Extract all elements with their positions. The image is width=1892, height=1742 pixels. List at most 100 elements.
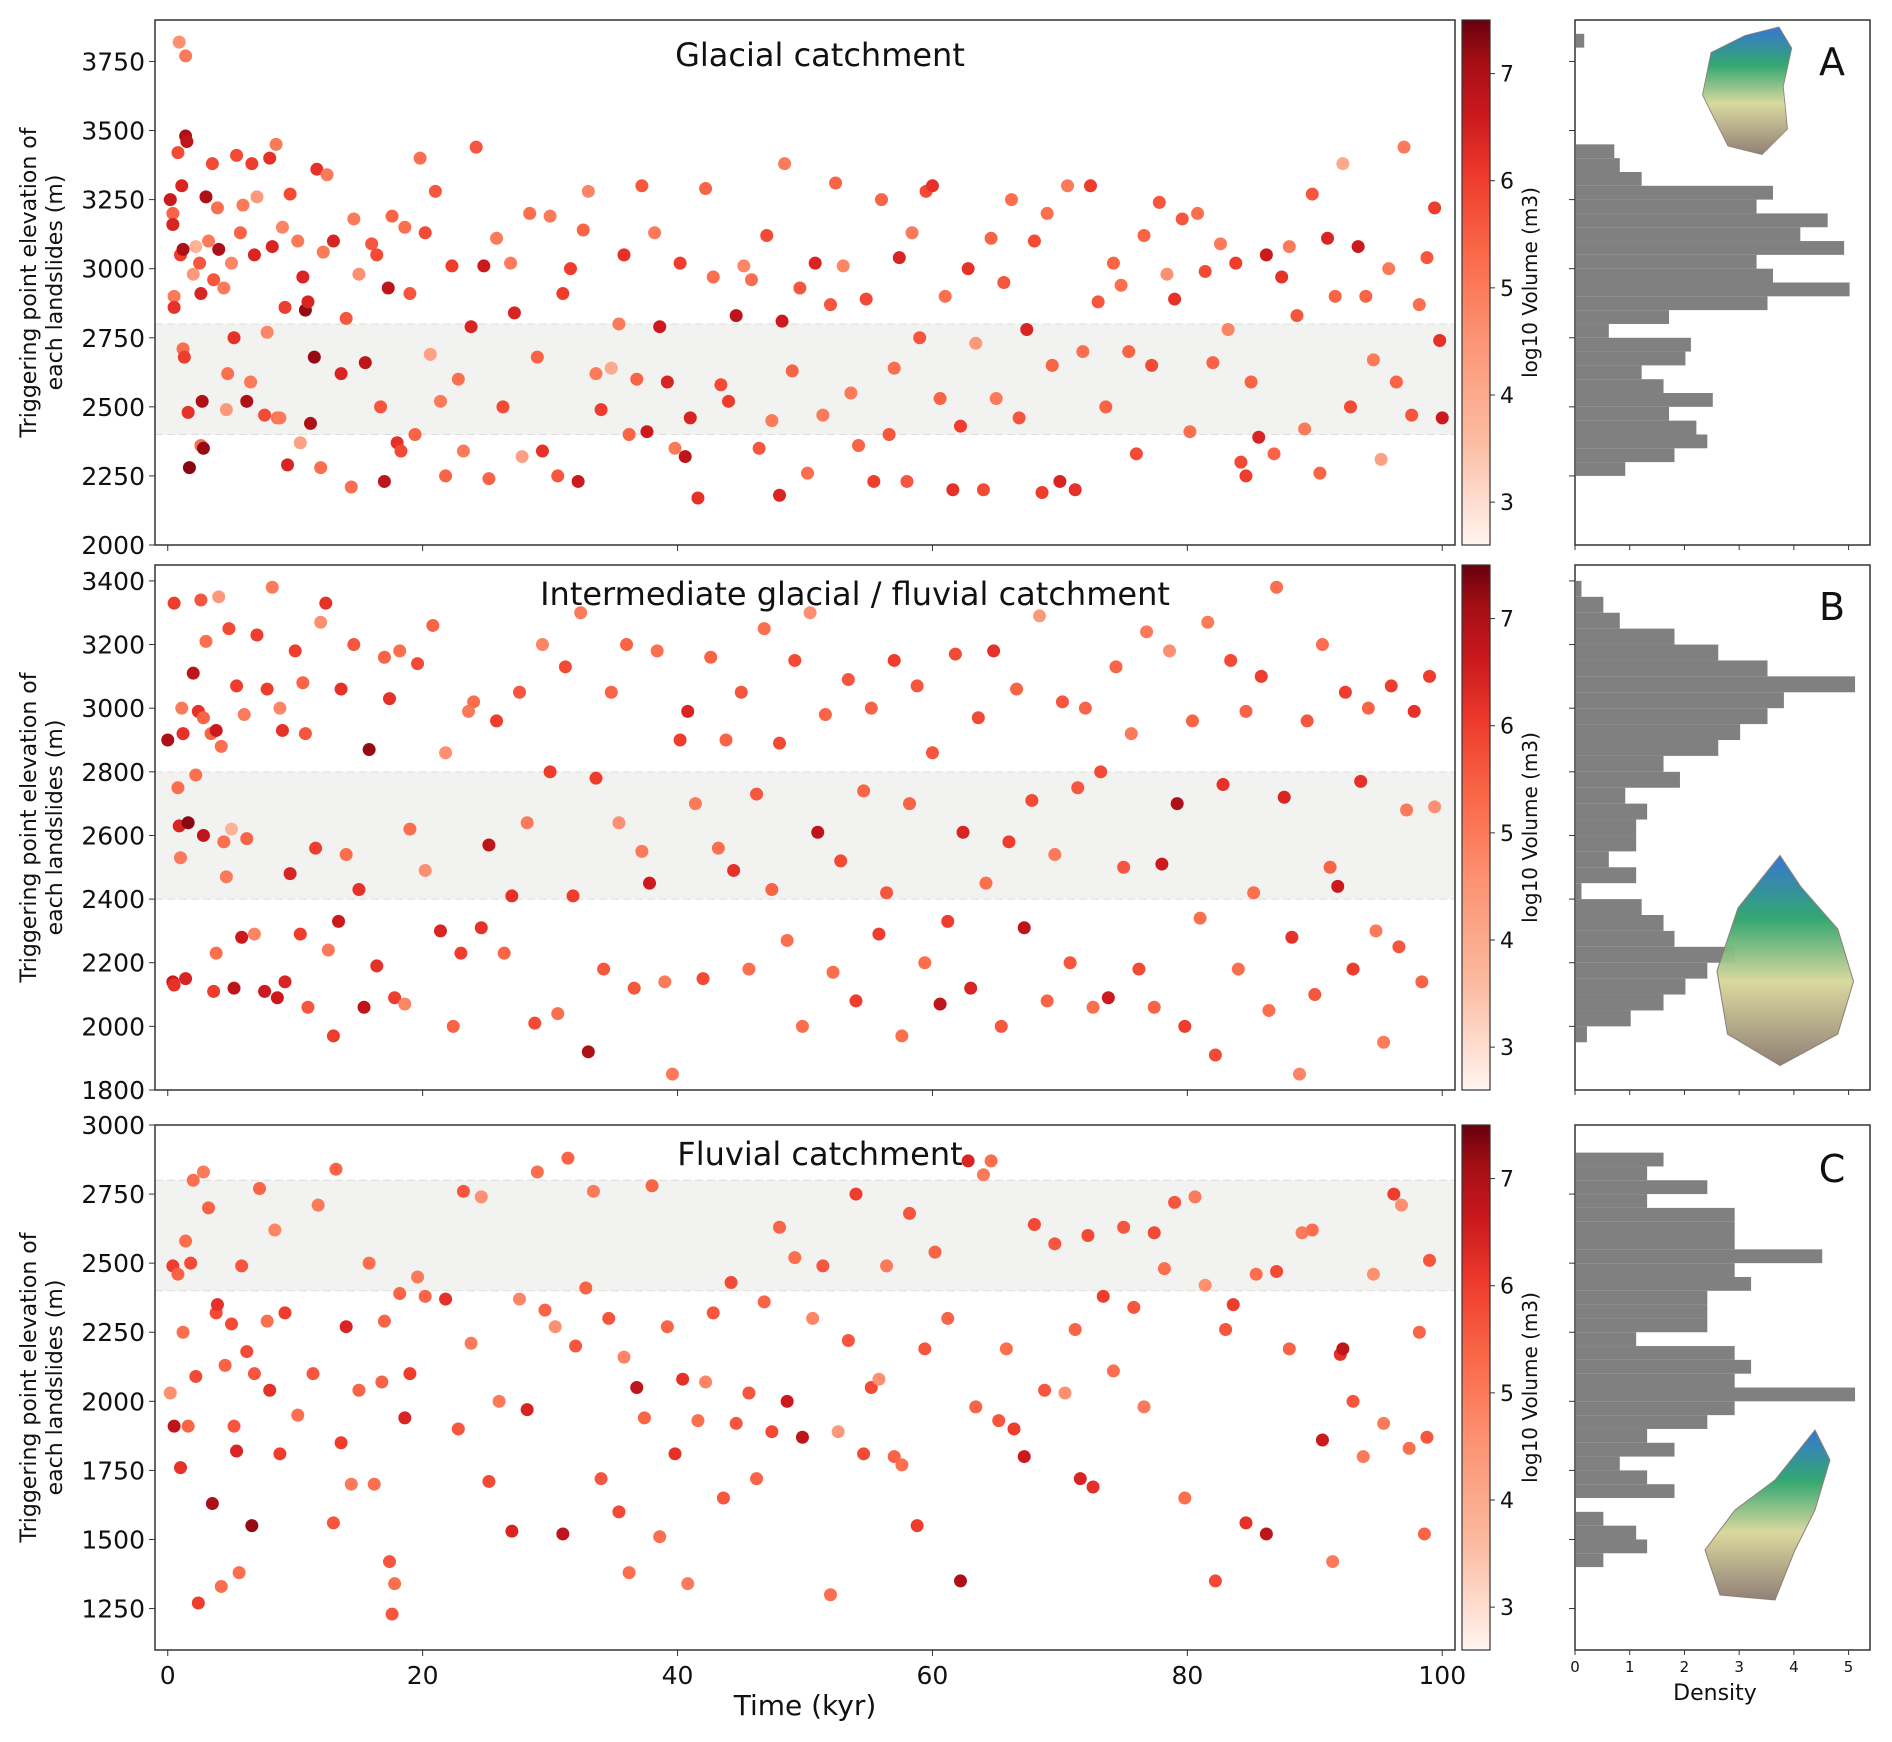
data-point — [283, 187, 297, 201]
data-point — [1198, 264, 1212, 278]
histogram-bar — [1576, 1235, 1735, 1250]
data-point — [1099, 400, 1113, 414]
data-point — [1147, 1000, 1161, 1014]
data-point — [816, 1259, 830, 1273]
data-point — [207, 984, 221, 998]
panel-letter: C — [1819, 1147, 1846, 1191]
catchment-map-icon — [1704, 1429, 1831, 1601]
histogram-bar — [1576, 379, 1664, 394]
data-point — [1359, 289, 1373, 303]
data-point — [1213, 237, 1227, 251]
data-point — [492, 1394, 506, 1408]
histogram-bar — [1576, 899, 1642, 915]
data-point — [329, 1162, 343, 1176]
data-point — [773, 488, 787, 502]
data-point — [1366, 353, 1380, 367]
data-point — [314, 615, 328, 629]
histogram-bar — [1576, 434, 1708, 449]
histogram-x-tick-label: 1 — [1625, 1658, 1635, 1676]
data-point — [1191, 206, 1205, 220]
data-point — [887, 361, 901, 375]
shaded-band — [155, 323, 1455, 435]
y-tick-label: 1750 — [81, 1456, 145, 1485]
data-point — [849, 994, 863, 1008]
data-point — [1277, 790, 1291, 804]
data-point — [1129, 447, 1143, 461]
data-point — [462, 704, 476, 718]
data-point — [370, 959, 384, 973]
data-point — [212, 590, 226, 604]
data-point — [788, 653, 802, 667]
data-point — [1346, 962, 1360, 976]
data-point — [179, 972, 193, 986]
panel-letter: B — [1819, 585, 1845, 629]
data-point — [1004, 193, 1018, 207]
data-point — [403, 822, 417, 836]
shaded-band — [155, 771, 1455, 900]
data-point — [247, 1367, 261, 1381]
data-point — [233, 226, 247, 240]
data-point — [298, 727, 312, 741]
data-point — [362, 743, 376, 757]
y-axis-label-line1: Triggering point elevation of — [17, 1231, 42, 1543]
data-point — [1038, 1383, 1052, 1397]
data-point — [1178, 1491, 1192, 1505]
data-point — [1086, 1000, 1100, 1014]
catchment-map-icon — [1702, 26, 1793, 155]
data-point — [984, 231, 998, 245]
data-point — [880, 886, 894, 900]
data-point — [543, 765, 557, 779]
data-point — [887, 653, 901, 667]
data-point — [240, 1345, 254, 1359]
histogram-bar — [1576, 1428, 1648, 1443]
histogram-bar — [1576, 310, 1670, 324]
colorbar-tick-label: 7 — [1500, 63, 1514, 88]
data-point — [660, 1320, 674, 1334]
data-point — [844, 386, 858, 400]
data-point — [1068, 483, 1082, 497]
data-point — [1114, 278, 1128, 292]
panel-b: 1800 2000 2200 2400 2600 2800 3000 3200 3400 Inte… — [17, 564, 1871, 1105]
data-point — [933, 997, 947, 1011]
data-point — [750, 1472, 764, 1486]
data-point — [1007, 1422, 1021, 1436]
data-point — [1086, 1480, 1100, 1494]
data-point — [235, 1259, 249, 1273]
data-point — [1389, 375, 1403, 389]
data-point — [1071, 781, 1085, 795]
data-point — [1282, 240, 1296, 254]
panel-letter: A — [1819, 40, 1845, 84]
data-point — [808, 256, 822, 270]
data-point — [1262, 1003, 1276, 1017]
data-point — [788, 1251, 802, 1265]
data-point — [1048, 1237, 1062, 1251]
colorbar-tick-label: 7 — [1500, 1168, 1514, 1193]
data-point — [630, 1381, 644, 1394]
data-point — [640, 425, 654, 439]
data-point — [1420, 1430, 1434, 1444]
data-point — [269, 137, 283, 151]
data-point — [245, 1519, 259, 1533]
data-point — [867, 474, 881, 488]
data-point — [375, 1375, 389, 1389]
data-point — [1020, 322, 1034, 336]
data-point — [171, 781, 185, 795]
data-point — [1224, 653, 1238, 667]
data-point — [428, 184, 442, 198]
data-point — [293, 436, 307, 450]
data-point — [681, 704, 695, 718]
data-point — [210, 201, 224, 215]
data-point — [706, 270, 720, 284]
data-point — [195, 394, 209, 408]
histogram-bar — [1576, 1484, 1675, 1499]
y-tick-label: 2250 — [81, 462, 145, 491]
data-point — [691, 1414, 705, 1428]
data-point — [1033, 609, 1047, 623]
histogram-bar — [1576, 1539, 1648, 1554]
data-point — [270, 991, 284, 1005]
data-point — [1175, 212, 1189, 226]
data-point — [247, 927, 261, 941]
data-point — [173, 851, 187, 865]
data-point — [979, 876, 993, 890]
data-point — [775, 314, 789, 328]
